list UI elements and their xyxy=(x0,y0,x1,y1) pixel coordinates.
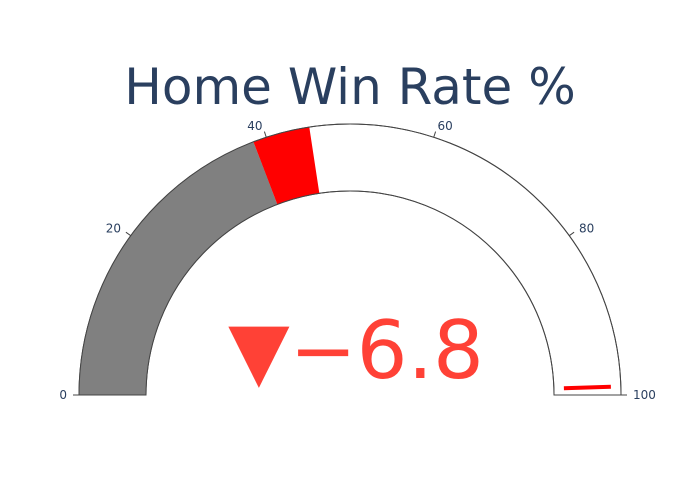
gauge-tick-40 xyxy=(263,131,267,138)
gauge-tick-label-20: 20 xyxy=(106,222,121,236)
gauge-tick-80 xyxy=(568,231,575,237)
gauge-tick-20 xyxy=(125,231,132,237)
chart-title: Home Win Rate % xyxy=(124,58,575,116)
gauge-threshold-line xyxy=(563,384,611,391)
gauge-tick-label-0: 0 xyxy=(59,388,67,402)
gauge-arc-layer xyxy=(78,123,622,396)
delta-value: ▼−6.8 xyxy=(228,304,484,397)
gauge-tick-label-40: 40 xyxy=(247,119,262,133)
gauge-tick-60 xyxy=(433,131,437,138)
gauge-tick-layer: 0 20 40 60 80 100 xyxy=(59,119,656,402)
gauge-tick-label-60: 60 xyxy=(437,119,452,133)
gauge-tick-label-80: 80 xyxy=(579,222,594,236)
gauge-step-1 xyxy=(253,127,320,205)
gauge-tick-label-100: 100 xyxy=(633,388,656,402)
gauge-value-bar xyxy=(96,157,272,395)
gauge-outline xyxy=(78,123,622,396)
